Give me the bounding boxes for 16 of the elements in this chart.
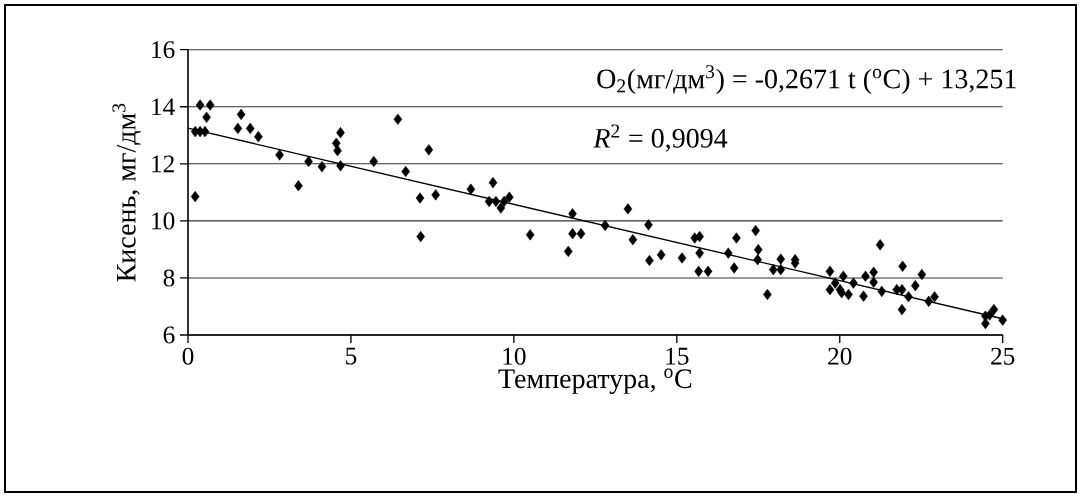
x-tick-label: 10 xyxy=(503,347,526,365)
y-tick-label: 16 xyxy=(152,41,175,59)
x-tick-label: 5 xyxy=(346,347,357,365)
y-tick-label: 6 xyxy=(163,326,175,344)
y-tick-label: 14 xyxy=(152,98,175,116)
x-tick-label: 25 xyxy=(991,347,1015,365)
x-axis-title: Температура, $^{o}$С xyxy=(498,368,692,394)
annotation: R$^{2}$ = 0,9094 xyxy=(593,124,728,152)
y-tick-label: 10 xyxy=(152,212,175,230)
y-tick-label: 8 xyxy=(163,269,175,287)
y-tick-label: 12 xyxy=(152,155,174,173)
x-tick-label: 15 xyxy=(666,347,689,365)
x-tick-label: 0 xyxy=(182,347,194,365)
y-axis-title: Кисень, мг/дм$^{3}$ xyxy=(112,103,141,282)
x-tick-label: 20 xyxy=(828,347,852,365)
annotation: O$_{2}$(мг/дм$^{3}$) = -0,2671 t ($^{o}$C) + 13,251 xyxy=(597,65,1016,95)
